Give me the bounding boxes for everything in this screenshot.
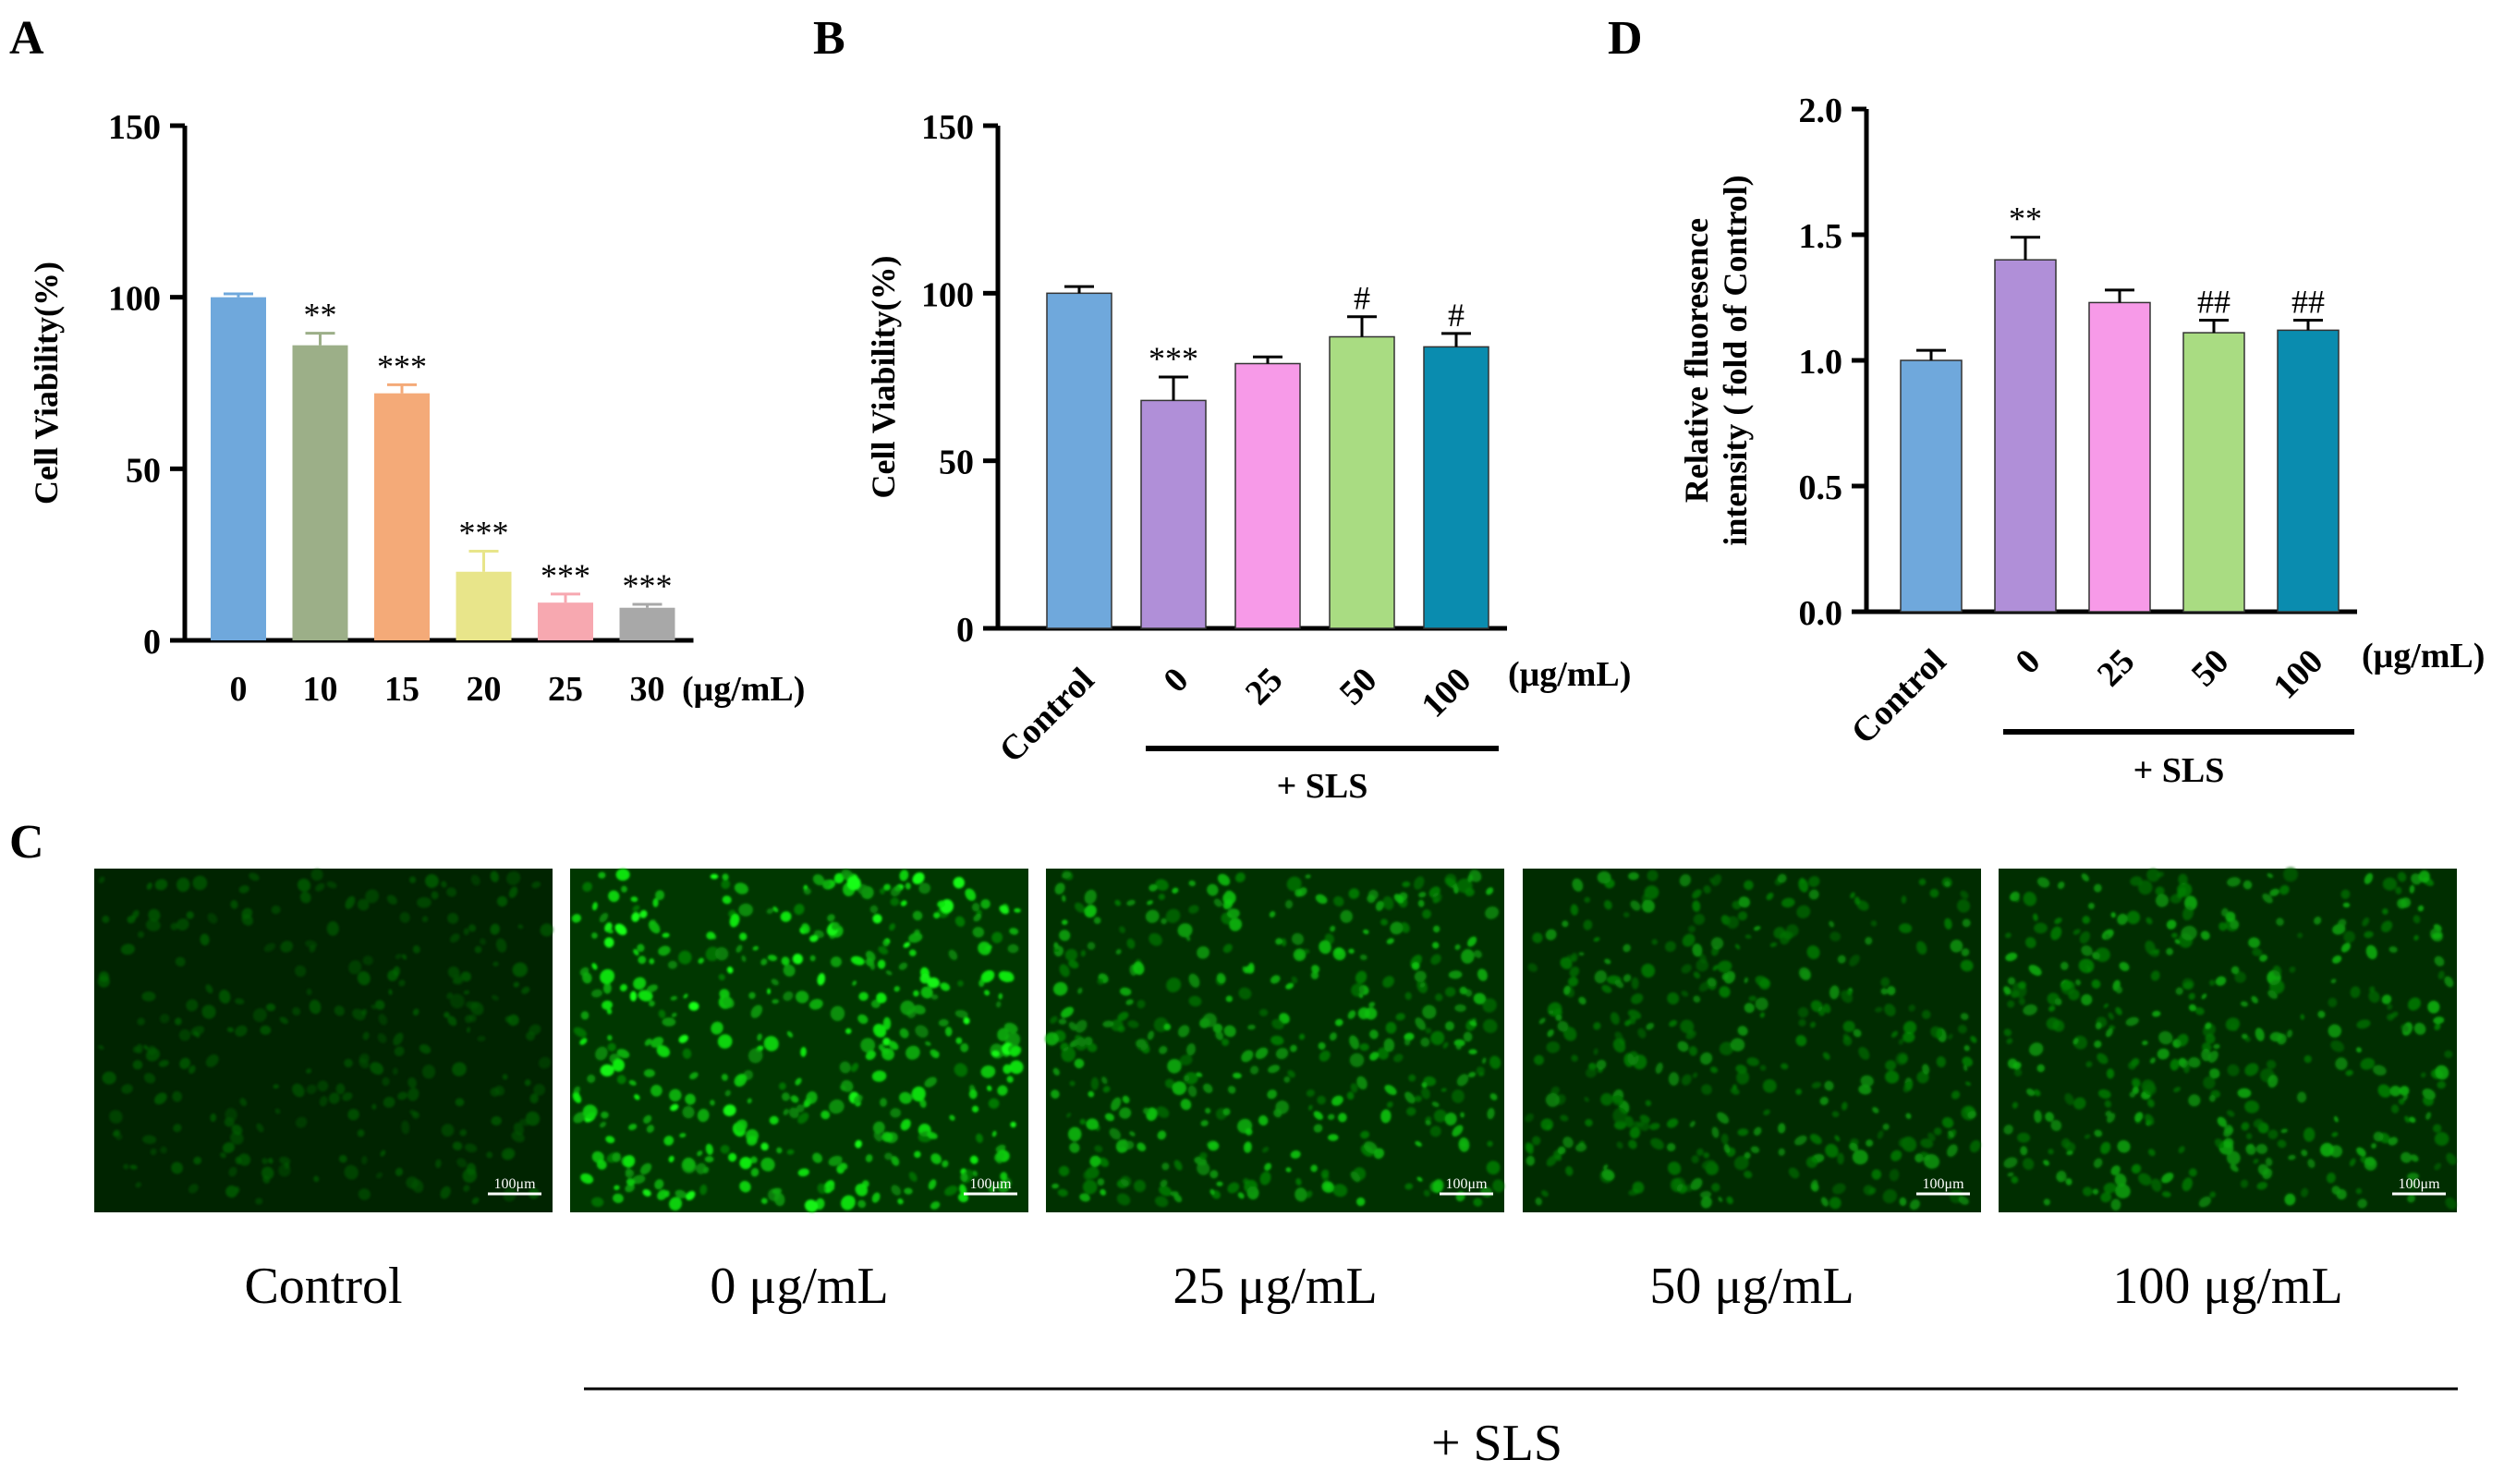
bar [374, 393, 430, 640]
x-tick-label: 0 [1156, 661, 1196, 700]
panel-c-micrographs: 100μm Control 100μm 0 μg/mL 100μm 25 μg/mL 100… [94, 867, 2458, 1472]
x-unit-label: (μg/mL) [2362, 637, 2485, 675]
y-axis-label: Cell Viability(%) [28, 262, 65, 505]
x-tick-label: 20 [467, 670, 502, 709]
bar [1900, 359, 1963, 613]
bar [1046, 292, 1112, 629]
cell-cluster [1045, 870, 1505, 1208]
y-tick-label: 150 [108, 108, 161, 147]
group-bracket-label: + SLS [1277, 767, 1368, 806]
x-tick-label: 50 [2184, 642, 2237, 695]
micrograph: 100μm [94, 869, 553, 1212]
bar [2182, 332, 2245, 613]
y-tick-label: 0 [956, 611, 974, 650]
panel-label-b: B [813, 12, 845, 65]
y-tick-label: 0.0 [1799, 594, 1843, 633]
significance-label: *** [377, 347, 427, 384]
micrograph-caption: 100 μg/mL [2112, 1258, 2342, 1315]
micrograph: 100μm [1999, 867, 2457, 1212]
significance-label: *** [459, 514, 509, 551]
micrograph-caption: 25 μg/mL [1173, 1258, 1377, 1315]
panel-label-d: D [1608, 12, 1643, 65]
y-tick-label: 50 [126, 451, 161, 490]
micrograph-caption: 0 μg/mL [710, 1258, 888, 1315]
y-tick-label: 150 [921, 108, 974, 147]
scale-bar-label: 100μm [1445, 1176, 1488, 1192]
group-bracket-label: + SLS [1431, 1415, 1562, 1472]
group-bracket-label: + SLS [2133, 751, 2225, 790]
y-tick-label: 100 [921, 275, 974, 314]
scale-bar-label: 100μm [969, 1176, 1012, 1192]
bar [1140, 399, 1207, 629]
bar [619, 607, 675, 640]
y-axis-label: Cell Viability(%) [865, 256, 902, 499]
x-tick-label: 25 [1238, 661, 1291, 713]
x-tick-label: 100 [1414, 661, 1478, 725]
cell-cluster [571, 869, 1024, 1212]
x-unit-label: (μg/mL) [1508, 655, 1631, 694]
y-tick-label: 100 [108, 280, 161, 319]
x-tick-label: Control [1844, 642, 1954, 752]
panel-label-c: C [9, 816, 44, 869]
x-tick-label: 15 [384, 670, 419, 709]
x-tick-label: 10 [303, 670, 338, 709]
bar [538, 602, 593, 640]
x-tick-label: 25 [548, 670, 583, 709]
bar [1423, 346, 1489, 629]
significance-label: # [1448, 297, 1465, 334]
significance-label: ** [2009, 201, 2042, 237]
y-tick-label: 0.5 [1799, 468, 1843, 507]
significance-label: *** [623, 567, 673, 604]
significance-label: ## [2291, 283, 2325, 320]
x-tick-label: 0 [230, 670, 248, 709]
micrograph: 100μm [570, 869, 1028, 1212]
scale-bar-label: 100μm [2398, 1176, 2440, 1192]
y-axis-label: Relative fluoresenceintensity ( fold of … [1678, 175, 1754, 545]
bar [1329, 335, 1395, 629]
panel-label-a: A [9, 12, 44, 65]
x-tick-label: Control [992, 661, 1102, 771]
x-tick-label: 50 [1332, 661, 1385, 713]
micrograph: 100μm [1045, 869, 1505, 1212]
micrograph-caption: Control [244, 1258, 402, 1315]
x-tick-label: 30 [630, 670, 665, 709]
chart-b: 0 50 100 150 Cell Viability(%) Control *** 0 25 #… [865, 108, 1631, 806]
chart-d: 0.0 0.5 1.0 1.5 2.0 Relative fluoresenceinten… [1678, 91, 2485, 790]
scale-bar-label: 100μm [493, 1176, 536, 1192]
y-tick-label: 2.0 [1799, 91, 1843, 130]
bar [1234, 362, 1301, 629]
significance-label: ** [304, 297, 337, 334]
micrograph-caption: 50 μg/mL [1649, 1258, 1854, 1315]
x-tick-label: 25 [2090, 642, 2143, 695]
chart-a: 0 50 100 150 Cell Viability(%) 0 ** 10 *** 15 *** 2… [28, 108, 805, 709]
micrograph: 100μm [1523, 869, 1981, 1212]
bar [211, 297, 266, 640]
scale-bar-label: 100μm [1922, 1176, 1964, 1192]
significance-label: *** [1149, 340, 1198, 377]
y-tick-label: 1.5 [1799, 217, 1843, 256]
bar [456, 571, 512, 640]
bar [292, 345, 348, 640]
cell-cluster [2003, 867, 2457, 1211]
y-tick-label: 0 [143, 623, 161, 662]
y-tick-label: 50 [939, 444, 974, 482]
significance-label: *** [541, 557, 590, 594]
bar [2277, 329, 2340, 613]
x-unit-label: (μg/mL) [682, 670, 805, 709]
bar [2088, 301, 2151, 613]
bar [1994, 259, 2057, 613]
x-tick-label: 100 [2266, 642, 2330, 707]
y-tick-label: 1.0 [1799, 343, 1843, 382]
significance-label: # [1354, 280, 1370, 317]
x-tick-label: 0 [2008, 642, 2048, 682]
significance-label: ## [2197, 283, 2231, 320]
